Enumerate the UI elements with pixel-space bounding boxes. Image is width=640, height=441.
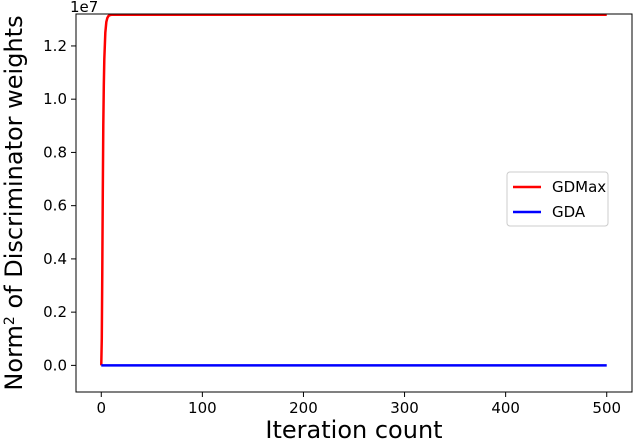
y-tick-label: 0.6 bbox=[43, 197, 67, 215]
axis-ticks: 0 100 200 300 400 500 0.0 0.2 0.4 0.6 0.8 1.0 1.2 bbox=[43, 37, 621, 417]
x-axis-label: Iteration count bbox=[265, 416, 442, 441]
legend-label-gda: GDA bbox=[552, 203, 586, 221]
y-tick-label: 0.8 bbox=[43, 143, 67, 161]
plot-frame bbox=[75, 13, 633, 393]
x-tick-label: 200 bbox=[289, 399, 318, 417]
y-axis-label-rest: of Discriminator weights bbox=[0, 15, 28, 316]
x-tick-label: 0 bbox=[96, 399, 106, 417]
y-offset-label: 1e7 bbox=[70, 0, 98, 16]
x-tick-label: 100 bbox=[188, 399, 217, 417]
y-tick-label: 0.4 bbox=[43, 250, 67, 268]
x-tick-label: 400 bbox=[491, 399, 520, 417]
x-tick-label: 500 bbox=[592, 399, 621, 417]
y-tick-label: 0.2 bbox=[43, 303, 67, 321]
y-tick-label: 1.2 bbox=[43, 37, 67, 55]
y-axis-label: Norm2 of Discriminator weights bbox=[0, 15, 28, 390]
plot-content bbox=[100, 13, 607, 367]
y-tick-label: 1.0 bbox=[43, 90, 67, 108]
y-axis-label-main: Norm bbox=[0, 325, 28, 390]
x-tick-label: 300 bbox=[390, 399, 419, 417]
legend-label-gdmax: GDMax bbox=[552, 178, 606, 196]
y-axis-label-superscript: 2 bbox=[2, 316, 18, 325]
y-tick-label: 0.0 bbox=[43, 356, 67, 374]
series-line-gdmax bbox=[100, 13, 607, 366]
legend: GDMax GDA bbox=[506, 171, 609, 227]
